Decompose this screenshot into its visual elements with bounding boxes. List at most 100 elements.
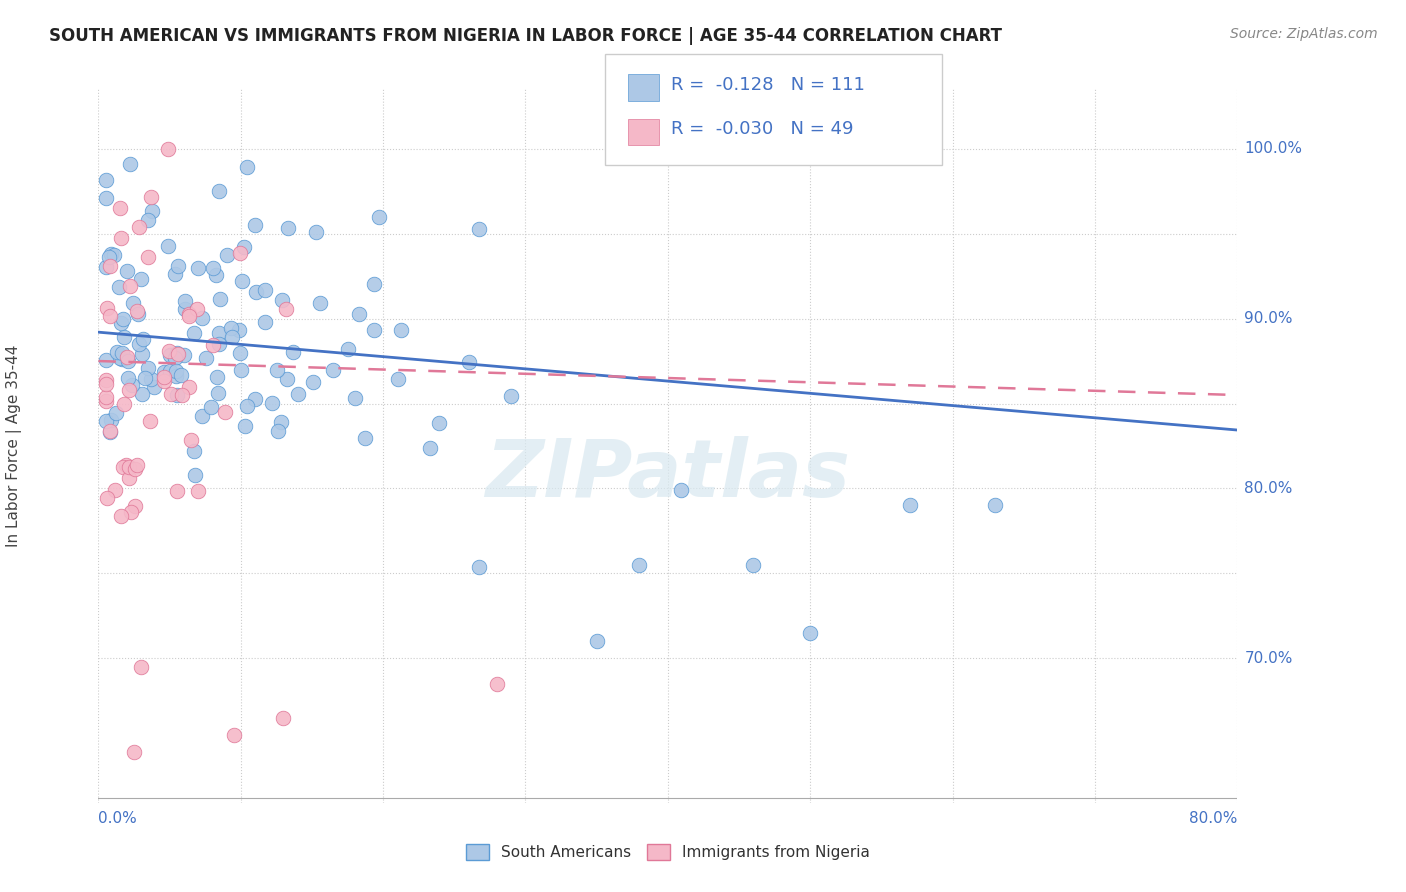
Point: [585, 634, 607, 648]
Point: [266, 363, 288, 377]
Point: [308, 296, 330, 310]
Text: R =  -0.030   N = 49: R = -0.030 N = 49: [671, 120, 853, 138]
Point: [129, 272, 152, 286]
Point: [898, 499, 921, 513]
Point: [120, 505, 142, 519]
Point: [183, 326, 205, 340]
Point: [165, 364, 187, 378]
Text: 80.0%: 80.0%: [1189, 812, 1237, 826]
Point: [245, 285, 267, 299]
Point: [184, 467, 207, 482]
Point: [124, 499, 146, 513]
Point: [274, 302, 297, 317]
Point: [115, 264, 138, 278]
Point: [205, 370, 228, 384]
Point: [287, 387, 309, 401]
Point: [105, 344, 128, 359]
Point: [120, 156, 142, 170]
Point: [139, 372, 162, 386]
Point: [194, 351, 217, 366]
Point: [98, 424, 121, 438]
Point: [159, 348, 181, 362]
Point: [468, 560, 491, 574]
Point: [157, 344, 180, 359]
Point: [245, 392, 267, 406]
Point: [132, 332, 155, 346]
Point: [100, 259, 122, 273]
Point: [142, 380, 165, 394]
Point: [131, 346, 153, 360]
Point: [98, 309, 121, 323]
Point: [222, 728, 245, 742]
Point: [209, 292, 232, 306]
Point: [118, 383, 141, 397]
Point: [214, 405, 236, 419]
Text: Source: ZipAtlas.com: Source: ZipAtlas.com: [1230, 27, 1378, 41]
Point: [231, 274, 253, 288]
Point: [628, 558, 651, 572]
Text: R =  -0.128   N = 111: R = -0.128 N = 111: [671, 76, 865, 94]
Point: [499, 389, 522, 403]
Point: [200, 400, 222, 414]
Point: [153, 365, 176, 379]
Point: [233, 418, 256, 433]
Point: [387, 372, 409, 386]
Point: [103, 248, 125, 262]
Point: [128, 337, 150, 351]
Point: [232, 240, 254, 254]
Point: [127, 458, 149, 473]
Point: [166, 345, 188, 359]
Point: [117, 371, 139, 385]
Point: [136, 212, 159, 227]
Point: [221, 330, 243, 344]
Text: 0.0%: 0.0%: [98, 812, 138, 826]
Point: [267, 425, 290, 439]
Point: [104, 406, 127, 420]
Point: [166, 388, 188, 402]
Point: [179, 310, 201, 324]
Point: [94, 393, 117, 408]
Point: [179, 307, 201, 321]
Point: [322, 363, 344, 377]
Point: [170, 388, 193, 402]
Point: [457, 355, 479, 369]
Point: [201, 338, 224, 352]
Point: [173, 348, 195, 362]
Point: [337, 342, 360, 356]
Point: [486, 676, 509, 690]
Point: [104, 483, 127, 498]
Text: 80.0%: 80.0%: [1244, 481, 1292, 496]
Point: [131, 659, 153, 673]
Point: [131, 386, 153, 401]
Point: [174, 293, 197, 308]
Legend: South Americans, Immigrants from Nigeria: South Americans, Immigrants from Nigeria: [460, 838, 876, 866]
Point: [671, 483, 693, 497]
Point: [94, 191, 117, 205]
Point: [111, 460, 134, 475]
Point: [152, 374, 174, 388]
Point: [94, 172, 117, 186]
Point: [115, 350, 138, 364]
Point: [799, 626, 821, 640]
Point: [94, 376, 117, 391]
Point: [363, 323, 385, 337]
Point: [136, 360, 159, 375]
Point: [170, 368, 193, 382]
Point: [160, 387, 183, 401]
Text: 90.0%: 90.0%: [1244, 311, 1294, 326]
Point: [94, 414, 117, 428]
Point: [112, 312, 135, 326]
Point: [429, 417, 451, 431]
Point: [273, 711, 295, 725]
Point: [97, 250, 120, 264]
Point: [121, 377, 143, 392]
Point: [254, 314, 277, 328]
Text: SOUTH AMERICAN VS IMMIGRANTS FROM NIGERIA IN LABOR FORCE | AGE 35-44 CORRELATION: SOUTH AMERICAN VS IMMIGRANTS FROM NIGERI…: [49, 27, 1002, 45]
Point: [180, 434, 202, 448]
Point: [94, 353, 117, 368]
Point: [108, 351, 131, 365]
Point: [344, 391, 367, 405]
Point: [165, 267, 187, 281]
Point: [112, 396, 135, 410]
Point: [217, 248, 239, 262]
